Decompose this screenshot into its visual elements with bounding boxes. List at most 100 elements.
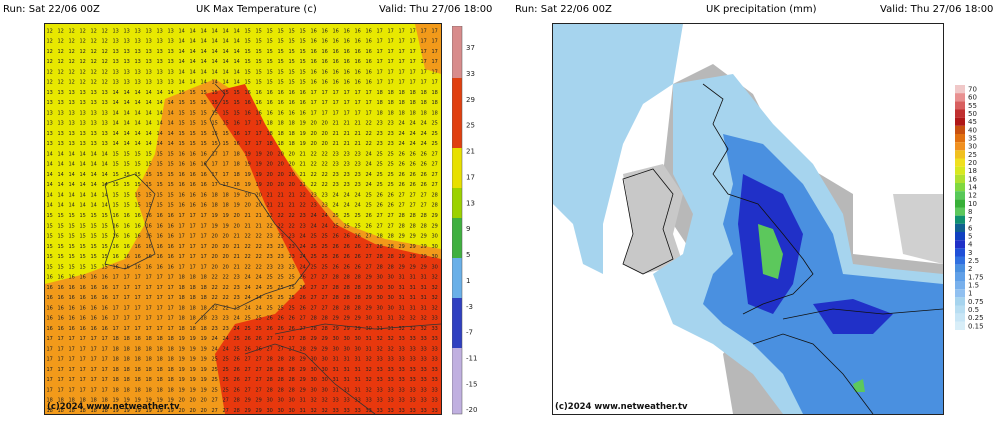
svg-text:31: 31 [344, 387, 350, 393]
svg-text:19: 19 [179, 357, 185, 363]
svg-text:23: 23 [311, 203, 317, 209]
svg-text:17: 17 [47, 346, 53, 352]
svg-text:13: 13 [80, 100, 86, 106]
svg-text:14: 14 [146, 100, 152, 106]
svg-text:24: 24 [300, 244, 306, 250]
svg-text:22: 22 [322, 162, 328, 168]
svg-text:14: 14 [80, 162, 86, 168]
svg-text:26: 26 [333, 254, 339, 260]
svg-text:23: 23 [278, 244, 284, 250]
svg-text:27: 27 [410, 192, 416, 198]
svg-text:16: 16 [58, 305, 64, 311]
svg-text:17: 17 [410, 80, 416, 86]
svg-text:18: 18 [410, 110, 416, 116]
svg-text:15: 15 [267, 80, 273, 86]
svg-text:21: 21 [289, 203, 295, 209]
svg-text:17: 17 [399, 49, 405, 55]
svg-text:21: 21 [355, 141, 361, 147]
svg-text:23: 23 [212, 316, 218, 322]
svg-text:15: 15 [102, 234, 108, 240]
svg-text:17: 17 [113, 275, 119, 281]
svg-text:31: 31 [421, 295, 427, 301]
svg-text:28: 28 [267, 367, 273, 373]
svg-text:33: 33 [421, 387, 427, 393]
svg-text:13: 13 [168, 59, 174, 65]
svg-text:14: 14 [58, 151, 64, 157]
svg-text:14: 14 [190, 59, 196, 65]
svg-text:31: 31 [410, 285, 416, 291]
svg-text:15: 15 [135, 203, 141, 209]
svg-text:25: 25 [333, 213, 339, 219]
svg-text:18: 18 [58, 408, 64, 414]
svg-text:20: 20 [179, 408, 185, 414]
svg-text:15: 15 [278, 28, 284, 34]
svg-text:19: 19 [223, 213, 229, 219]
precip-legend-label: 5 [968, 233, 972, 241]
svg-text:14: 14 [168, 121, 174, 127]
svg-text:30: 30 [322, 387, 328, 393]
svg-text:20: 20 [278, 151, 284, 157]
svg-text:17: 17 [146, 295, 152, 301]
svg-text:23: 23 [311, 192, 317, 198]
svg-text:15: 15 [69, 234, 75, 240]
svg-text:16: 16 [333, 49, 339, 55]
svg-text:33: 33 [421, 357, 427, 363]
svg-text:15: 15 [289, 39, 295, 45]
svg-text:30: 30 [311, 367, 317, 373]
svg-text:16: 16 [278, 110, 284, 116]
svg-text:24: 24 [256, 305, 262, 311]
svg-text:14: 14 [190, 49, 196, 55]
svg-text:33: 33 [432, 346, 438, 352]
svg-text:28: 28 [421, 213, 427, 219]
svg-text:17: 17 [388, 80, 394, 86]
svg-text:21: 21 [234, 264, 240, 270]
svg-text:33: 33 [399, 387, 405, 393]
svg-text:29: 29 [410, 244, 416, 250]
svg-text:25: 25 [267, 285, 273, 291]
svg-text:28: 28 [289, 367, 295, 373]
svg-text:14: 14 [146, 90, 152, 96]
svg-text:15: 15 [223, 90, 229, 96]
svg-text:13: 13 [135, 28, 141, 34]
svg-text:19: 19 [245, 182, 251, 188]
svg-text:16: 16 [234, 121, 240, 127]
svg-text:19: 19 [179, 346, 185, 352]
svg-text:15: 15 [168, 151, 174, 157]
svg-text:19: 19 [201, 336, 207, 342]
svg-text:17: 17 [410, 69, 416, 75]
svg-text:27: 27 [322, 305, 328, 311]
precip-legend-label: 18 [968, 167, 977, 175]
svg-text:14: 14 [168, 131, 174, 137]
svg-text:17: 17 [399, 69, 405, 75]
svg-text:23: 23 [333, 182, 339, 188]
svg-text:33: 33 [355, 408, 361, 414]
svg-text:15: 15 [135, 182, 141, 188]
svg-text:14: 14 [212, 49, 218, 55]
svg-text:14: 14 [146, 121, 152, 127]
svg-text:19: 19 [157, 398, 163, 404]
svg-text:30: 30 [333, 336, 339, 342]
svg-text:32: 32 [377, 336, 383, 342]
svg-text:14: 14 [124, 110, 130, 116]
svg-text:30: 30 [377, 295, 383, 301]
svg-text:15: 15 [267, 28, 273, 34]
svg-text:17: 17 [58, 357, 64, 363]
svg-text:15: 15 [124, 172, 130, 178]
svg-text:25: 25 [333, 223, 339, 229]
svg-text:21: 21 [267, 203, 273, 209]
svg-text:21: 21 [300, 172, 306, 178]
temp-legend-label: 37 [466, 44, 475, 52]
svg-text:24: 24 [234, 316, 240, 322]
precip-legend-label: 14 [968, 184, 977, 192]
svg-text:18: 18 [135, 387, 141, 393]
svg-text:26: 26 [399, 151, 405, 157]
temp-legend-label: 5 [466, 251, 470, 259]
svg-text:15: 15 [256, 28, 262, 34]
svg-text:33: 33 [432, 316, 438, 322]
svg-text:14: 14 [201, 69, 207, 75]
svg-text:25: 25 [366, 192, 372, 198]
svg-text:13: 13 [58, 100, 64, 106]
svg-text:21: 21 [245, 213, 251, 219]
svg-text:20: 20 [234, 223, 240, 229]
svg-text:32: 32 [421, 316, 427, 322]
